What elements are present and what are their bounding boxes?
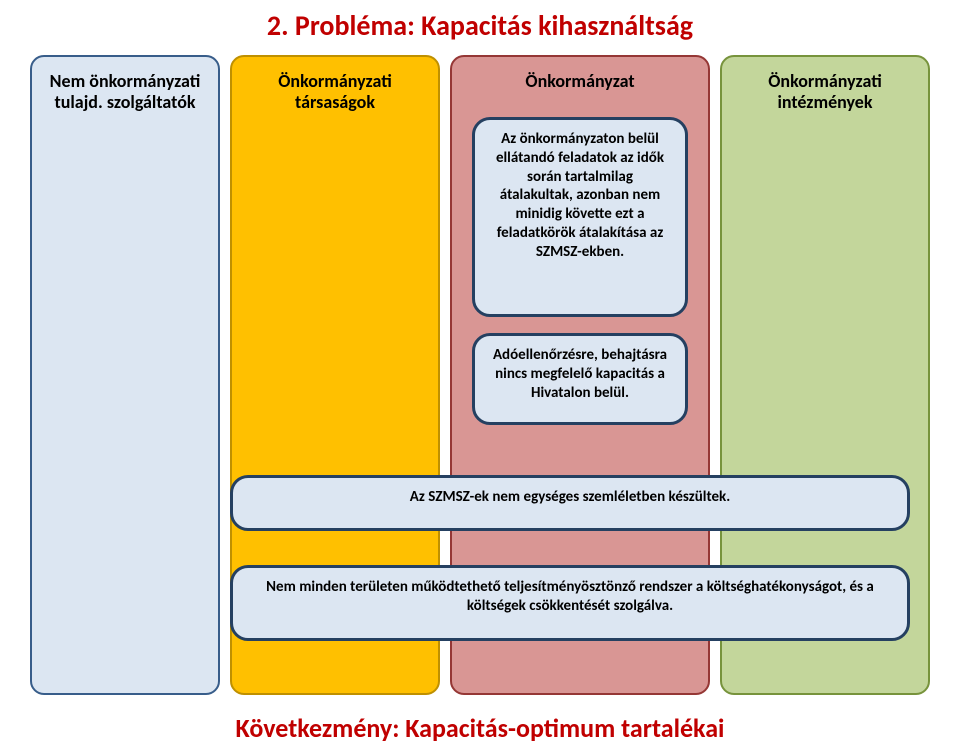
callout-wide-0: Az SZMSZ-ek nem egységes szemléletben ké…	[230, 475, 910, 531]
page-title: 2. Probléma: Kapacitás kihasználtság	[0, 0, 960, 55]
column-2-label: Önkormányzat	[460, 71, 700, 92]
column-1-label: Önkormányzati társaságok	[240, 71, 430, 112]
callout-small-1: Adóellenőrzésre, behajtásra nincs megfel…	[472, 333, 688, 425]
callout-wide-1: Nem minden területen működtethető teljes…	[230, 565, 910, 641]
column-0: Nem önkormányzati tulajd. szolgáltatók	[30, 55, 220, 695]
column-0-label: Nem önkormányzati tulajd. szolgáltatók	[40, 71, 210, 112]
column-3-label: Önkormányzati intézmények	[730, 71, 920, 112]
footer-text: Következmény: Kapacitás-optimum tartalék…	[0, 712, 960, 744]
callout-small-0: Az önkormányzaton belül ellátandó felada…	[472, 117, 688, 317]
columns-area: Nem önkormányzati tulajd. szolgáltatók Ö…	[0, 55, 960, 695]
